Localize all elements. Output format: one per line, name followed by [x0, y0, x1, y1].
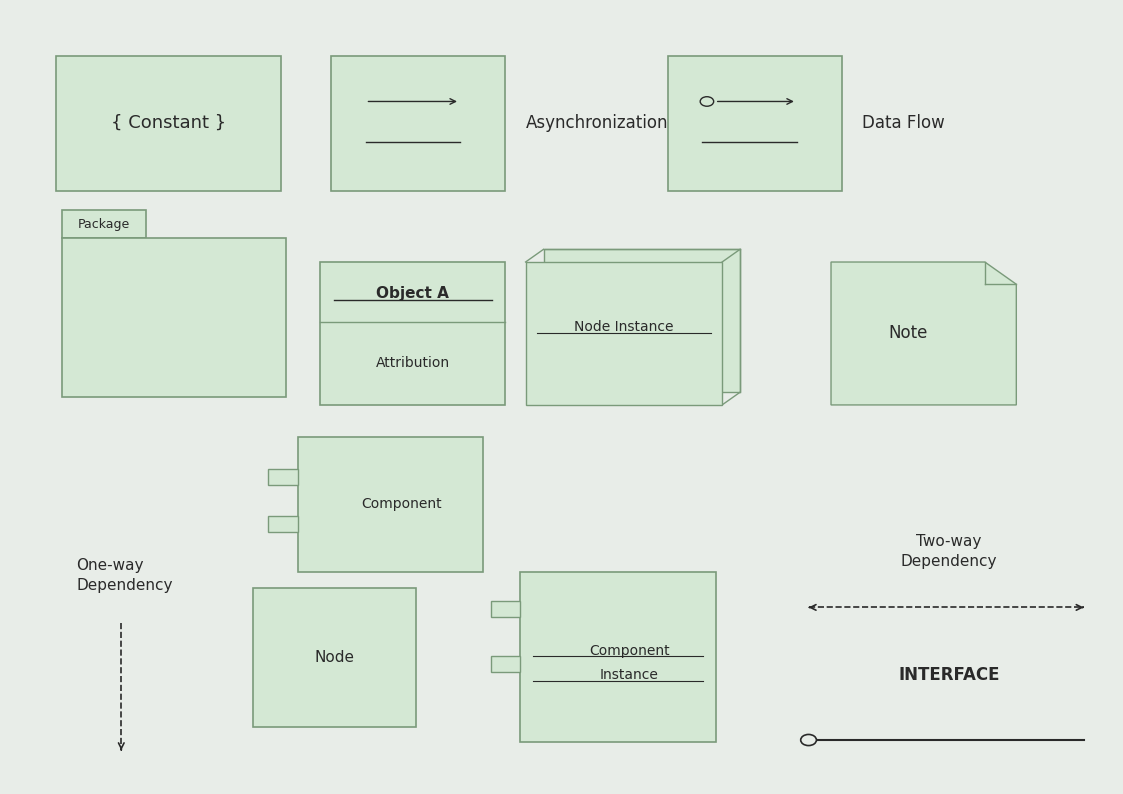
Text: Node: Node — [314, 649, 354, 665]
Text: Component: Component — [362, 497, 441, 511]
Bar — [268, 517, 298, 533]
Bar — [253, 588, 416, 727]
Bar — [491, 601, 520, 617]
Bar — [298, 437, 483, 572]
Text: { Constant }: { Constant } — [111, 114, 226, 132]
Bar — [544, 249, 740, 392]
Bar — [491, 656, 520, 672]
Bar — [320, 262, 505, 405]
Text: Object A: Object A — [376, 286, 449, 301]
Text: Component: Component — [590, 644, 669, 657]
Text: Two-way
Dependency: Two-way Dependency — [901, 534, 997, 569]
Bar — [526, 262, 722, 405]
Bar — [62, 210, 146, 238]
Text: Package: Package — [77, 218, 130, 231]
Text: Instance: Instance — [600, 668, 659, 681]
Text: One-way
Dependency: One-way Dependency — [76, 558, 173, 593]
Bar — [62, 238, 286, 397]
Polygon shape — [831, 262, 1016, 405]
Bar — [520, 572, 716, 742]
Bar — [268, 469, 298, 485]
Text: Node Instance: Node Instance — [574, 320, 674, 334]
Text: Note: Note — [888, 325, 928, 342]
Text: Attribution: Attribution — [375, 357, 450, 371]
Bar — [56, 56, 281, 191]
Text: Data Flow: Data Flow — [862, 114, 946, 132]
Text: INTERFACE: INTERFACE — [898, 666, 999, 684]
Bar — [331, 56, 505, 191]
Bar — [668, 56, 842, 191]
Text: Asynchronization: Asynchronization — [526, 114, 668, 132]
